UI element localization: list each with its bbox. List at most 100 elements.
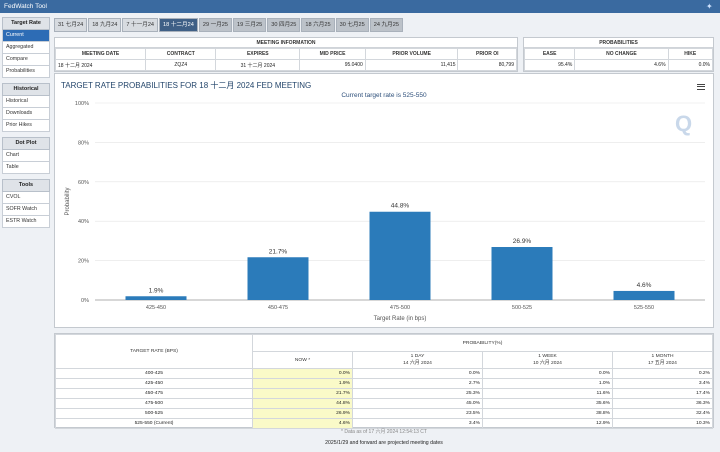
tab-meeting[interactable]: 18 六月25 xyxy=(301,18,335,32)
data-label: 21.7% xyxy=(269,248,288,255)
y-tick-label: 60% xyxy=(78,180,89,186)
x-tick-label: 475-500 xyxy=(390,305,410,311)
data-label: 4.6% xyxy=(637,282,652,289)
col-expires: EXPIRES xyxy=(215,48,301,60)
bar-chart: 0% 20% 40% 60% 80% 100% 1.9% 425-450 21.7% 450-47… xyxy=(65,101,705,322)
col-mid-price: MID PRICE xyxy=(299,48,366,60)
day-cell: 3.4% xyxy=(352,418,483,429)
chart-subtitle: Current target rate is 525-550 xyxy=(341,92,427,99)
sidebar-item-estr-watch[interactable]: ESTR Watch xyxy=(2,216,50,228)
col-contract: CONTRACT xyxy=(145,48,217,60)
data-label: 26.9% xyxy=(513,238,532,245)
x-tick-label: 450-475 xyxy=(268,305,288,311)
chart-menu-icon[interactable] xyxy=(697,84,705,90)
y-tick-label: 0% xyxy=(81,298,89,304)
sidebar-item-chart[interactable]: Chart xyxy=(2,150,50,162)
contract-value: ZQZ4 xyxy=(145,59,217,71)
tab-meeting[interactable]: 31 七月24 xyxy=(54,18,88,32)
sidebar-item-sofr-watch[interactable]: SOFR Watch xyxy=(2,204,50,216)
day-cell: 2.7% xyxy=(352,378,483,389)
week-cell: 38.8% xyxy=(482,408,613,419)
meeting-tabs: 31 七月24 18 九月24 7 十一月24 18 十二月24 29 一月25… xyxy=(54,18,404,32)
now-cell: 4.6% xyxy=(252,418,353,429)
y-tick-label: 40% xyxy=(78,219,89,225)
sidebar-item-downloads[interactable]: Downloads xyxy=(2,108,50,120)
y-tick-label: 80% xyxy=(78,140,89,146)
probabilities-panel: PROBABILITIES EASE NO CHANGE HIKE 95.4% … xyxy=(523,37,714,72)
app-title: FedWatch Tool xyxy=(4,3,47,10)
expires-value: 31 十二月 2024 xyxy=(215,59,301,71)
now-cell: 44.8% xyxy=(252,398,353,409)
sidebar-item-prior-hikes[interactable]: Prior Hikes xyxy=(2,120,50,132)
col-now: NOW * xyxy=(252,351,353,369)
rate-cell: 475-500 xyxy=(55,398,253,409)
sidebar-item-cvol[interactable]: CVOL xyxy=(2,192,50,204)
col-1-day: 1 DAY 14 六月 2024 xyxy=(352,351,483,369)
y-tick-label: 20% xyxy=(78,259,89,265)
data-label: 1.9% xyxy=(149,287,164,294)
day-cell: 23.5% xyxy=(352,408,483,419)
tab-meeting[interactable]: 30 七月25 xyxy=(335,18,369,32)
sidebar-item-probabilities[interactable]: Probabilities xyxy=(2,66,50,78)
twitter-icon[interactable]: ✦ xyxy=(706,2,713,11)
tab-meeting-selected[interactable]: 18 十二月24 xyxy=(159,18,198,32)
sidebar-item-current[interactable]: Current xyxy=(2,30,50,42)
mid-price-value: 95.0400 xyxy=(299,59,366,71)
sidebar-header-target-rate: Target Rate xyxy=(2,17,50,30)
probability-table-panel: TARGET RATE (BPS) PROBABILITY(%) NOW * 1… xyxy=(54,333,714,429)
data-label: 44.8% xyxy=(391,203,410,210)
rate-cell: 425-450 xyxy=(55,378,253,389)
month-cell: 3.4% xyxy=(612,378,713,389)
col-meeting-date: MEETING DATE xyxy=(54,48,147,60)
tab-meeting[interactable]: 30 四月25 xyxy=(267,18,301,32)
bar xyxy=(613,290,675,300)
now-cell: 1.9% xyxy=(252,378,353,389)
col-prior-oi: PRIOR OI xyxy=(457,48,517,60)
month-cell: 0.2% xyxy=(612,368,713,379)
rate-cell: 525-550 (Current) xyxy=(55,418,253,429)
x-axis-label: Target Rate (in bps) xyxy=(374,316,427,322)
month-cell: 32.4% xyxy=(612,408,713,419)
col-1-week: 1 WEEK 10 六月 2024 xyxy=(482,351,613,369)
tab-meeting[interactable]: 18 九月24 xyxy=(88,18,122,32)
x-tick-label: 525-550 xyxy=(634,305,654,311)
sidebar: Target Rate Current Aggregated Compare P… xyxy=(2,17,50,228)
y-tick-label: 100% xyxy=(75,101,89,107)
rate-cell: 400-425 xyxy=(55,368,253,379)
sidebar-item-aggregated[interactable]: Aggregated xyxy=(2,42,50,54)
tab-meeting[interactable]: 24 九月25 xyxy=(369,18,403,32)
month-cell: 10.3% xyxy=(612,418,713,429)
no-change-value: 4.6% xyxy=(574,59,669,71)
tab-meeting[interactable]: 29 一月25 xyxy=(198,18,233,32)
sidebar-header-dot-plot: Dot Plot xyxy=(2,137,50,150)
probability-table: TARGET RATE (BPS) PROBABILITY(%) NOW * 1… xyxy=(55,334,713,429)
hike-value: 0.0% xyxy=(667,59,714,71)
rate-cell: 500-525 xyxy=(55,408,253,419)
now-cell: 0.0% xyxy=(252,368,353,379)
sidebar-item-compare[interactable]: Compare xyxy=(2,54,50,66)
col-no-change: NO CHANGE xyxy=(574,48,669,60)
tab-meeting[interactable]: 7 十一月24 xyxy=(122,18,159,32)
week-cell: 35.6% xyxy=(482,398,613,409)
week-cell: 1.0% xyxy=(482,378,613,389)
col-hike: HIKE xyxy=(667,48,714,60)
sidebar-item-table[interactable]: Table xyxy=(2,162,50,174)
month-cell: 36.3% xyxy=(612,398,713,409)
sidebar-item-historical[interactable]: Historical xyxy=(2,96,50,108)
col-1-month: 1 MONTH 17 五月 2024 xyxy=(612,351,713,369)
table-row: 500-525 26.9% 23.5% 38.8% 32.4% xyxy=(55,408,713,419)
probabilities-header: PROBABILITIES xyxy=(524,38,713,48)
sidebar-header-historical: Historical xyxy=(2,83,50,96)
sidebar-header-tools: Tools xyxy=(2,179,50,192)
chart-title: TARGET RATE PROBABILITIES FOR 18 十二月 202… xyxy=(61,81,312,90)
tab-meeting[interactable]: 19 三月25 xyxy=(233,18,267,32)
week-cell: 12.9% xyxy=(482,418,613,429)
probabilities-summary-table: EASE NO CHANGE HIKE 95.4% 4.6% 0.0% xyxy=(523,48,714,71)
y-axis-label: Probability xyxy=(65,187,71,215)
x-tick-label: 500-525 xyxy=(512,305,532,311)
table-row: 400-425 0.0% 0.0% 0.0% 0.2% xyxy=(55,368,713,379)
rate-cell: 450-475 xyxy=(55,388,253,399)
table-row: 525-550 (Current) 4.6% 3.4% 12.9% 10.3% xyxy=(55,418,713,429)
week-cell: 11.6% xyxy=(482,388,613,399)
bar xyxy=(125,296,187,300)
